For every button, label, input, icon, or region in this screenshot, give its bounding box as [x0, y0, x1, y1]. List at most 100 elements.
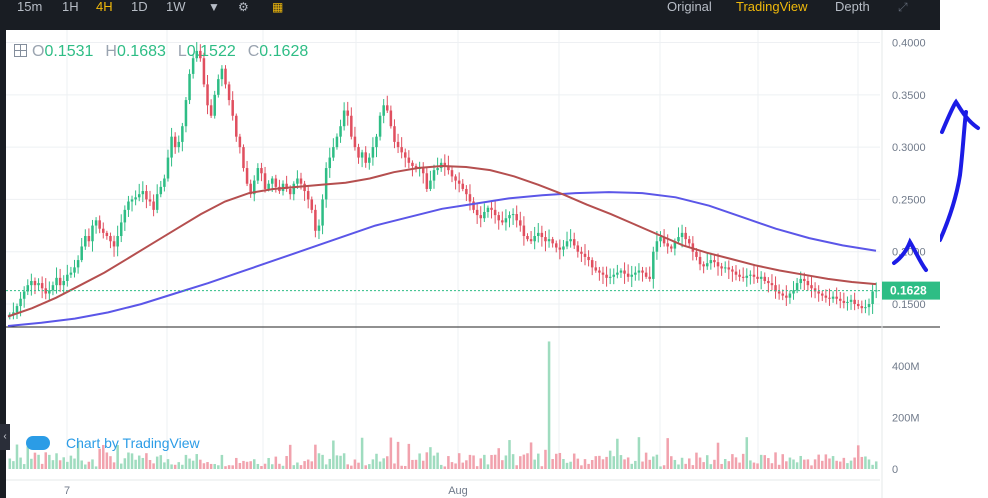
volume-bar — [30, 458, 33, 469]
volume-bar — [84, 464, 87, 469]
chevron-down-icon[interactable]: ▼ — [208, 0, 220, 14]
volume-bar — [91, 459, 94, 469]
timeframe-1w[interactable]: 1W — [166, 0, 186, 14]
volume-bar — [619, 455, 623, 469]
candle-body — [849, 299, 853, 302]
volume-bar — [547, 341, 551, 469]
volume-bar — [127, 452, 130, 469]
candle-body — [745, 275, 749, 278]
volume-bar — [342, 453, 346, 469]
candle-body — [40, 283, 44, 289]
candle-body — [109, 236, 112, 242]
timeframe-15m[interactable]: 15m — [17, 0, 43, 14]
candle-body — [688, 239, 691, 244]
candle-body — [123, 209, 127, 223]
volume-bar — [554, 453, 558, 469]
volume-bar — [774, 452, 777, 469]
volume-bar — [396, 441, 400, 469]
volume-bar — [673, 459, 677, 469]
candle-body — [314, 209, 317, 231]
close-value: 0.1628 — [259, 43, 309, 60]
volume-bar — [648, 459, 651, 469]
candle-body — [641, 270, 644, 273]
timeframe-1d[interactable]: 1D — [131, 0, 148, 14]
chart-area[interactable]: 0.4000 0.3500 0.3000 0.2500 0.2000 0.1500 0.16… — [6, 30, 940, 498]
volume-bar — [558, 452, 562, 469]
volume-bar — [605, 456, 608, 469]
volume-bar — [522, 454, 526, 469]
indicator-icon[interactable]: ▦ — [272, 0, 284, 14]
candle-body — [774, 285, 777, 292]
candle-body — [270, 178, 274, 184]
view-tradingview[interactable]: TradingView — [736, 0, 808, 14]
volume-bar — [756, 463, 759, 469]
candlestick-chart[interactable]: 0.40000.35000.30000.25000.20000.15000.16… — [6, 30, 940, 498]
candle-body — [673, 241, 677, 249]
view-depth[interactable]: Depth — [835, 0, 870, 14]
volume-bar — [202, 463, 206, 469]
volume-bar — [493, 454, 497, 469]
volume-bar — [461, 462, 465, 469]
left-edge — [0, 30, 6, 498]
candle-body — [871, 291, 874, 304]
candle-body — [803, 278, 806, 281]
volume-bar — [317, 453, 321, 469]
volume-bar — [292, 465, 296, 469]
price-axis-tick-0: 0.4000 — [892, 38, 926, 50]
volume-bar — [454, 463, 457, 469]
volume-bar — [134, 459, 137, 469]
candle-body — [648, 276, 651, 279]
volume-bar — [364, 465, 367, 469]
volume-bar — [806, 459, 810, 469]
volume-bar — [792, 459, 795, 469]
volume-bar — [749, 460, 752, 469]
collapse-panel-button[interactable]: ‹ — [0, 424, 10, 450]
candle-body — [806, 280, 810, 286]
volume-bar — [608, 450, 612, 469]
annotation-arrow — [940, 98, 980, 242]
candle-body — [788, 293, 792, 298]
settings-sliders-icon[interactable]: ⚙ — [238, 0, 249, 14]
candle-body — [655, 241, 659, 252]
candle-body — [253, 180, 256, 195]
volume-axis-tick-1: 200M — [892, 412, 920, 424]
candle-body — [472, 201, 475, 210]
crosshair-toggle-icon[interactable] — [14, 44, 27, 57]
timeframe-4h[interactable]: 4H — [96, 0, 113, 14]
volume-bar — [235, 457, 238, 469]
candle-body — [145, 191, 148, 200]
volume-bar — [465, 460, 468, 469]
volume-bar — [483, 454, 486, 469]
volume-bar — [709, 464, 713, 469]
timeframe-1h[interactable]: 1H — [62, 0, 79, 14]
candle-body — [659, 237, 662, 242]
volume-bar — [382, 458, 385, 469]
volume-bar — [741, 453, 745, 469]
candle-body — [490, 207, 493, 210]
expand-icon[interactable]: ⤢ — [898, 0, 908, 14]
tradingview-watermark[interactable]: Chart by TradingView — [26, 432, 200, 454]
volume-bar — [375, 453, 378, 469]
volume-bar — [80, 460, 83, 469]
volume-bar — [817, 454, 820, 469]
candle-body — [238, 136, 242, 148]
volume-bar — [429, 447, 432, 469]
view-original[interactable]: Original — [667, 0, 712, 14]
volume-bar — [677, 464, 680, 469]
candle-body — [137, 194, 141, 198]
candle-body — [695, 251, 698, 257]
volume-bar — [432, 455, 436, 469]
candle-body — [759, 276, 763, 279]
candle-body — [202, 58, 206, 85]
candle-body — [608, 276, 612, 278]
candle-body — [447, 165, 450, 171]
candle-body — [360, 152, 364, 158]
volume-bar — [339, 455, 342, 469]
candle-body — [810, 285, 813, 289]
volume-bar — [587, 463, 590, 469]
volume-bar — [299, 465, 303, 469]
candle-body — [443, 162, 447, 166]
volume-bar — [626, 457, 630, 469]
volume-bar — [695, 452, 698, 469]
volume-axis-tick-2: 0 — [892, 464, 898, 476]
